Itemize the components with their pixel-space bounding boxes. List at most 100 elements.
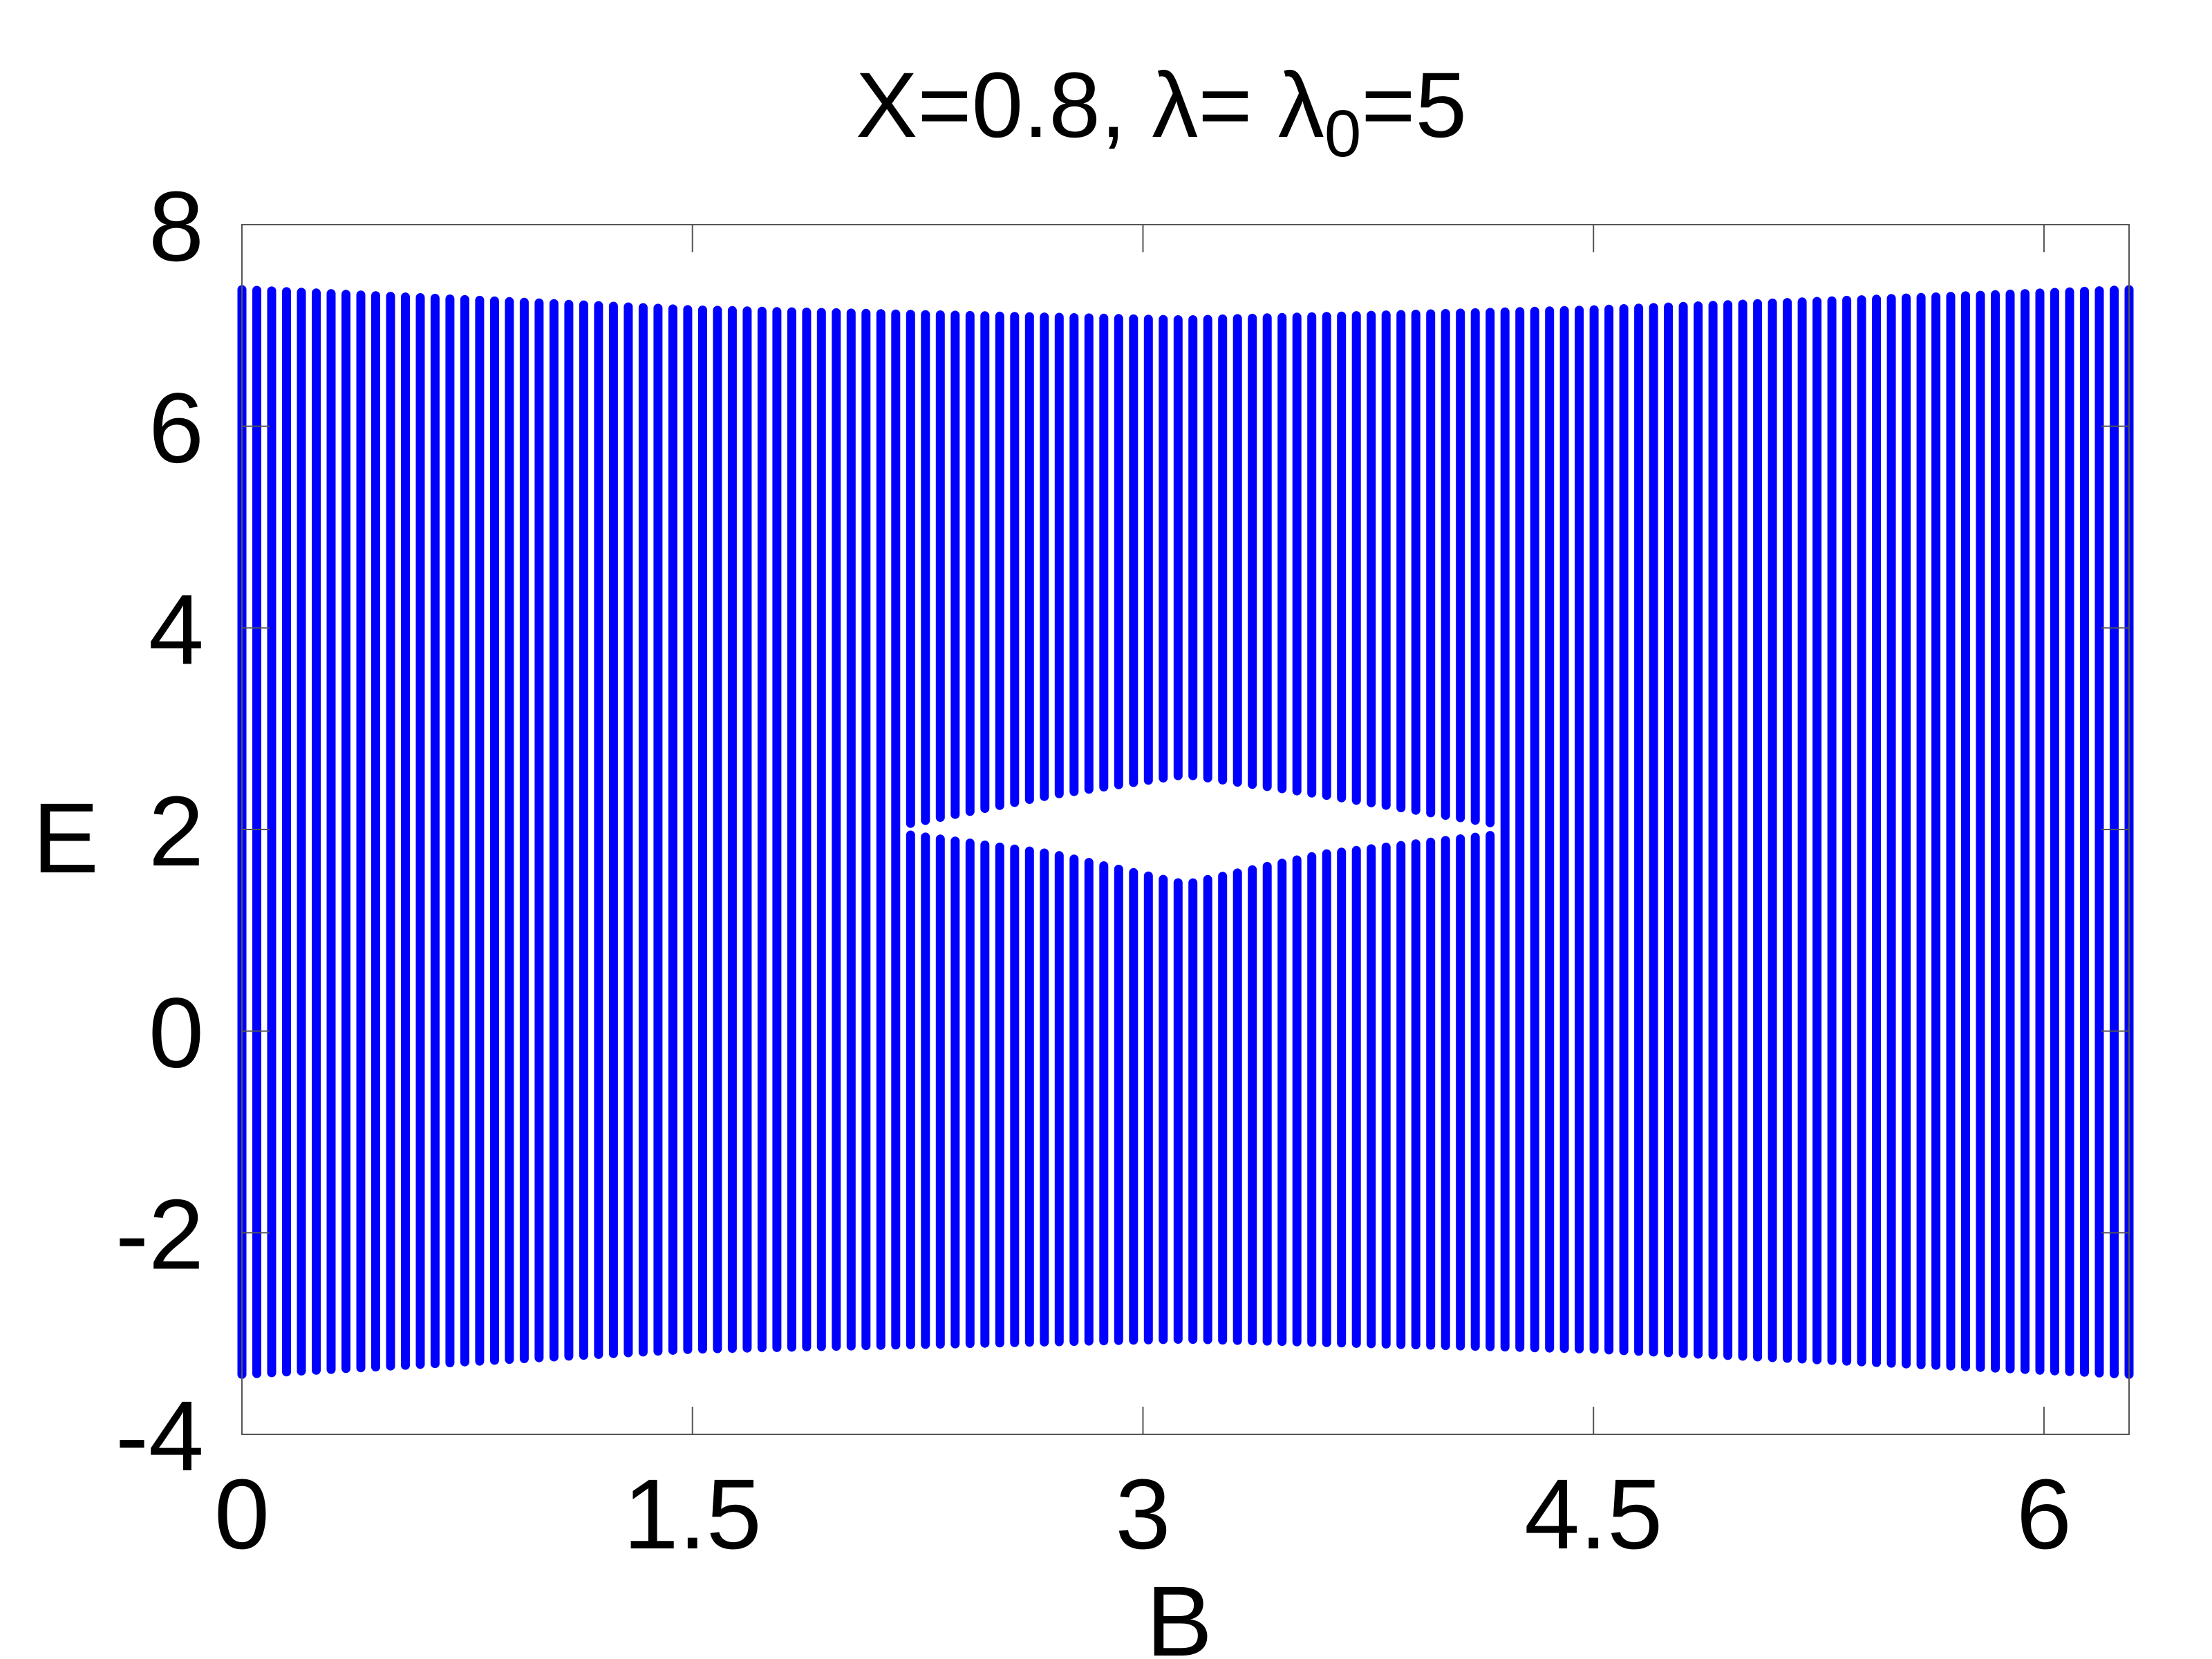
data-point-column xyxy=(891,309,901,1350)
data-point-column xyxy=(668,304,677,1355)
data-point-column xyxy=(1515,307,1525,1352)
data-point-column xyxy=(267,286,276,1378)
data-point-column xyxy=(921,310,930,825)
data-point-column xyxy=(950,836,960,1349)
data-point-column xyxy=(832,308,841,1351)
data-point-column xyxy=(1827,296,1837,1365)
data-point-column xyxy=(1203,315,1212,782)
data-point-column xyxy=(1946,292,1956,1371)
data-point-column xyxy=(980,311,990,813)
data-point-column xyxy=(460,294,469,1367)
data-point-column xyxy=(906,830,915,1349)
data-point-column xyxy=(1232,314,1242,787)
y-tick-label: 0 xyxy=(149,977,204,1089)
data-point-column xyxy=(1262,861,1272,1346)
data-point-column xyxy=(1768,298,1777,1362)
data-point-column xyxy=(1500,307,1510,1352)
data-point-column xyxy=(1069,313,1079,796)
data-point-column xyxy=(1396,841,1406,1349)
y-tick-label: 4 xyxy=(149,574,204,685)
data-point-column xyxy=(1277,859,1287,1347)
data-point-column xyxy=(2094,286,2104,1378)
x-axis: 0 1.5 3 4.5 6 xyxy=(214,225,2072,1570)
data-point-column xyxy=(1054,851,1064,1347)
data-point-column xyxy=(1188,878,1198,1344)
x-tick-label: 0 xyxy=(214,1459,270,1570)
data-point-column xyxy=(1842,295,1852,1366)
data-point-column xyxy=(326,289,336,1374)
data-point-column xyxy=(1694,301,1703,1359)
data-point-column xyxy=(906,310,915,828)
data-point-column xyxy=(1262,313,1272,791)
data-point-column xyxy=(965,838,975,1349)
data-point-column xyxy=(1337,847,1347,1348)
data-point-column xyxy=(1010,312,1020,807)
data-point-column xyxy=(1143,871,1153,1344)
data-point-column xyxy=(1084,858,1094,1346)
data-point-column xyxy=(1470,308,1480,825)
x-tick-label: 4.5 xyxy=(1524,1459,1662,1570)
data-point-column xyxy=(1040,312,1049,801)
data-point-column xyxy=(1783,298,1792,1363)
data-point-column xyxy=(1129,314,1138,787)
data-point-column xyxy=(1114,314,1123,789)
data-point-column xyxy=(1307,312,1317,798)
data-point-column xyxy=(683,305,693,1354)
data-point-column xyxy=(2065,287,2074,1376)
data-point-column xyxy=(401,292,410,1370)
data-point-column xyxy=(995,842,1004,1348)
data-point-column xyxy=(2110,285,2119,1378)
data-point-column xyxy=(1649,303,1658,1357)
data-point-column xyxy=(312,288,321,1375)
data-point-column xyxy=(1099,313,1109,791)
data-point-column xyxy=(995,311,1004,810)
data-point-column xyxy=(1203,874,1212,1344)
y-tick-label: 2 xyxy=(149,776,204,887)
data-point-column xyxy=(1351,845,1361,1348)
data-point-column xyxy=(505,297,514,1365)
data-point-column xyxy=(1159,874,1168,1344)
data-point-column xyxy=(1173,315,1183,780)
data-point-column xyxy=(1292,855,1302,1347)
data-point-column xyxy=(935,310,945,822)
data-point-column xyxy=(1886,294,1896,1368)
data-point-column xyxy=(1441,309,1450,820)
data-point-column xyxy=(1664,302,1674,1358)
y-tick-label: -2 xyxy=(115,1179,204,1290)
data-point-column xyxy=(1723,300,1733,1360)
data-point-column xyxy=(713,306,722,1353)
data-point-column xyxy=(1575,306,1584,1353)
data-point-column xyxy=(1159,315,1168,783)
data-point-column xyxy=(1054,312,1064,798)
data-point-column xyxy=(356,290,366,1373)
data-point-column xyxy=(1872,294,1882,1367)
data-point-column xyxy=(638,303,648,1357)
data-point-column xyxy=(861,308,871,1351)
data-point-column xyxy=(1010,844,1020,1347)
data-point-column xyxy=(1857,295,1866,1367)
data-point-column xyxy=(1916,292,1926,1369)
data-point-column xyxy=(1188,315,1198,780)
data-point-column xyxy=(519,297,529,1363)
data-point-column xyxy=(1812,297,1822,1365)
data-points xyxy=(237,285,2134,1379)
data-point-column xyxy=(1634,303,1644,1356)
data-point-column xyxy=(579,300,588,1360)
data-point-column xyxy=(1604,304,1614,1355)
data-point-column xyxy=(564,299,574,1361)
data-point-column xyxy=(1678,301,1688,1358)
data-point-column xyxy=(1367,310,1376,807)
data-point-column xyxy=(1456,834,1465,1351)
data-point-column xyxy=(1218,872,1228,1345)
data-point-column xyxy=(1411,310,1421,815)
data-point-column xyxy=(1040,848,1049,1347)
data-point-column xyxy=(549,299,559,1362)
data-point-column xyxy=(1545,306,1555,1353)
data-point-column xyxy=(1426,309,1436,818)
data-point-column xyxy=(697,306,707,1354)
y-tick-label: 6 xyxy=(149,373,204,484)
data-point-column xyxy=(1367,844,1376,1349)
data-point-column xyxy=(787,307,796,1352)
data-point-column xyxy=(371,291,380,1372)
data-point-column xyxy=(1024,846,1034,1347)
